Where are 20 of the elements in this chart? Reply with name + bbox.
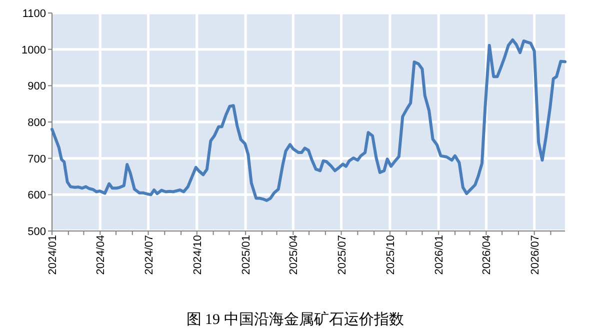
x-tick-label: 2024/10	[192, 235, 204, 275]
x-tick-label: 2024/01	[47, 235, 59, 275]
y-tick-label: 700	[28, 153, 46, 166]
x-tick-label: 2026/07	[529, 235, 542, 275]
y-tick-label: 800	[28, 117, 46, 129]
x-tick-label: 2025/04	[288, 235, 300, 275]
x-tick-label: 2026/04	[481, 235, 494, 275]
y-tick-label: 900	[28, 80, 46, 93]
y-tick-label: 500	[28, 226, 46, 238]
x-tick-label: 2025/07	[336, 235, 348, 275]
y-tick-label: 600	[28, 190, 46, 202]
x-tick-label: 2024/07	[143, 235, 156, 275]
x-tick-label: 2026/01	[434, 235, 446, 275]
x-tick-label: 2025/10	[384, 235, 397, 275]
x-tick-label: 2025/01	[240, 235, 253, 275]
y-tick-label: 1100	[22, 8, 46, 20]
y-tick-label: 1000	[22, 44, 46, 56]
text: 图 19 中国沿海金属矿石运价指数	[186, 311, 404, 328]
line-series	[50, 38, 566, 202]
x-tick-label: 2024/04	[95, 235, 108, 275]
